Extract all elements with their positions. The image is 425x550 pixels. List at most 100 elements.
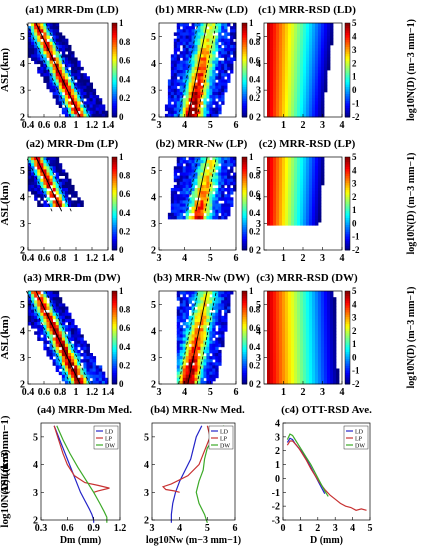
- heatmap-cell: [194, 35, 198, 40]
- colorbar-segment: [345, 238, 350, 242]
- heatmap-cell: [221, 194, 225, 198]
- colorbar-segment: [242, 72, 247, 76]
- heatmap-cell: [318, 172, 322, 176]
- heatmap-cell: [270, 349, 274, 354]
- heatmap-cell: [215, 200, 219, 204]
- heatmap-cell: [273, 66, 277, 71]
- heatmap-cell: [297, 107, 301, 112]
- heatmap-cell: [212, 340, 216, 345]
- heatmap-cell: [176, 184, 181, 189]
- x-tick-label: 0.4: [22, 120, 35, 131]
- heatmap-cell: [288, 380, 292, 385]
- heatmap-cell: [288, 219, 292, 223]
- heatmap-cell: [297, 322, 301, 326]
- heatmap-cell: [191, 48, 195, 52]
- heatmap-cell: [37, 51, 41, 55]
- heatmap-cell: [312, 26, 316, 30]
- heatmap-cell: [182, 312, 187, 317]
- heatmap-cell: [285, 166, 289, 170]
- heatmap-cell: [318, 365, 322, 369]
- heatmap-cell: [68, 54, 72, 58]
- heatmap-cell: [267, 73, 271, 77]
- heatmap-cell: [86, 371, 90, 376]
- heatmap-cell: [230, 41, 234, 46]
- x-tick-label: 4: [182, 387, 187, 398]
- heatmap-cell: [218, 322, 222, 326]
- heatmap-cell: [37, 160, 41, 164]
- heatmap-cell: [197, 113, 201, 118]
- heatmap-cell: [194, 377, 198, 382]
- heatmap-cell: [303, 297, 307, 301]
- heatmap-cell: [212, 203, 216, 207]
- heatmap-cell: [224, 85, 228, 90]
- colorbar-tick-label: 2: [352, 326, 357, 336]
- heatmap-cell: [61, 343, 66, 348]
- heatmap-cell: [321, 343, 325, 348]
- colorbar-segment: [345, 105, 350, 109]
- heatmap-cell: [92, 371, 97, 376]
- heatmap-cell: [221, 172, 225, 176]
- heatmap-cell: [206, 200, 210, 204]
- heatmap-cell: [49, 175, 54, 180]
- heatmap-cell: [191, 95, 195, 99]
- heatmap-cell: [43, 166, 47, 170]
- heatmap-cell: [297, 362, 301, 366]
- heatmap-cell: [282, 73, 286, 77]
- heatmap-cell: [49, 334, 54, 338]
- heatmap-cell: [309, 203, 313, 207]
- heatmap-cell: [176, 203, 181, 207]
- heatmap-cell: [309, 191, 313, 195]
- heatmap-cell: [52, 353, 57, 357]
- heatmap-cell: [288, 356, 292, 360]
- heatmap-cell: [179, 181, 184, 186]
- heatmap-cell: [58, 79, 63, 83]
- heatmap-cell: [46, 328, 50, 332]
- heatmap-cell: [297, 44, 301, 49]
- heatmap-cell: [176, 309, 181, 314]
- colorbar-segment: [345, 25, 350, 29]
- heatmap-cell: [315, 300, 319, 304]
- heatmap-cell: [315, 166, 319, 170]
- heatmap-cell: [276, 312, 280, 317]
- heatmap-cell: [215, 331, 219, 335]
- heatmap-cell: [191, 54, 195, 58]
- heatmap-cell: [279, 95, 283, 99]
- heatmap-cell: [218, 82, 222, 87]
- heatmap-cell: [206, 113, 210, 118]
- heatmap-cell: [282, 51, 286, 55]
- heatmap-cell: [324, 88, 328, 93]
- heatmap-cell: [273, 98, 277, 102]
- colorbar-tick-label: 0.6: [249, 189, 261, 199]
- heatmap-cell: [315, 328, 319, 332]
- y-tick-label: -2: [272, 502, 280, 513]
- heatmap-cell: [233, 23, 237, 27]
- heatmap-cell: [182, 29, 187, 33]
- heatmap-cell: [294, 163, 298, 167]
- heatmap-cell: [309, 41, 313, 46]
- legend-box: [93, 425, 119, 450]
- heatmap-cell: [267, 169, 271, 173]
- heatmap-cell: [176, 91, 181, 96]
- heatmap-cell: [58, 309, 63, 314]
- heatmap-cell: [285, 340, 289, 345]
- heatmap-cell: [34, 29, 38, 33]
- heatmap-cell: [273, 215, 277, 220]
- heatmap-cell: [224, 169, 228, 173]
- legend-box: [343, 425, 369, 450]
- heatmap-cell: [300, 368, 304, 372]
- heatmap-cell: [279, 300, 283, 304]
- heatmap-cell: [194, 157, 198, 161]
- heatmap-cell: [218, 315, 222, 320]
- heatmap-cell: [294, 172, 298, 176]
- heatmap-cell: [297, 303, 301, 307]
- colorbar-segment: [242, 166, 247, 170]
- heatmap-cell: [86, 356, 90, 360]
- heatmap-cell: [303, 377, 307, 382]
- heatmap-cell: [270, 29, 274, 33]
- heatmap-cell: [179, 349, 184, 354]
- heatmap-cell: [191, 194, 195, 198]
- heatmap-cell: [203, 54, 207, 58]
- heatmap-cell: [300, 331, 304, 335]
- heatmap-cell: [167, 107, 172, 112]
- heatmap-cell: [182, 188, 187, 192]
